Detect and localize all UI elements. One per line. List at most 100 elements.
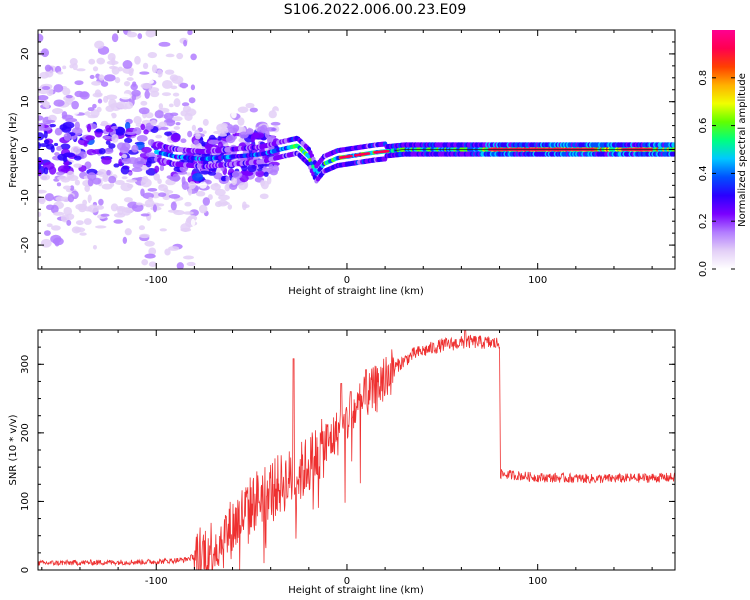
heatmap-cell — [86, 123, 92, 133]
heatmap-cell — [121, 153, 128, 159]
heatmap-cell — [49, 123, 57, 128]
heatmap-cell — [41, 48, 50, 58]
spectrogram-ytick-label: 20 — [20, 48, 31, 61]
heatmap-cell — [172, 92, 180, 97]
heatmap-cell — [169, 112, 179, 117]
colorbar-ticks: 0.0 0.2 0.4 0.6 0.8 — [698, 70, 735, 277]
heatmap-cell — [134, 55, 141, 65]
heatmap-cell — [163, 187, 169, 193]
spectrogram-xtick-label: 100 — [528, 275, 547, 286]
colorbar-tick-label: 0.2 — [698, 213, 709, 229]
heatmap-cell — [264, 129, 270, 139]
heatmap-cell — [72, 109, 80, 115]
heatmap-cell — [98, 148, 106, 155]
heatmap-cell — [82, 104, 88, 113]
heatmap-cell — [53, 142, 59, 147]
heatmap-cell — [44, 64, 52, 72]
colorbar-tick-label: 0.4 — [698, 165, 709, 181]
heatmap-cell — [160, 126, 169, 131]
heatmap-cell — [126, 77, 134, 81]
heatmap-cell — [121, 158, 132, 165]
heatmap-cell — [237, 117, 245, 126]
heatmap-cell — [134, 157, 146, 166]
heatmap-ridge-line — [394, 149, 674, 151]
heatmap-cell — [186, 172, 192, 176]
heatmap-cell — [217, 136, 223, 141]
heatmap-cell — [75, 203, 88, 211]
heatmap-cell — [67, 194, 75, 203]
heatmap-cell — [53, 84, 64, 93]
heatmap-cell — [113, 219, 124, 224]
heatmap-cell — [125, 131, 136, 136]
heatmap-cell — [120, 165, 130, 175]
heatmap-cell — [84, 111, 91, 116]
heatmap-cell — [238, 182, 248, 191]
heatmap-cell — [185, 108, 197, 117]
heatmap-cell — [141, 259, 149, 266]
spectrogram-y-label: Frequency (Hz) — [8, 112, 19, 188]
spectrogram-xtick-label: 0 — [344, 275, 350, 286]
heatmap-cell — [124, 121, 131, 130]
heatmap-cell — [247, 164, 257, 173]
heatmap-cell — [145, 152, 156, 157]
heatmap-cell — [138, 107, 150, 115]
heatmap-cell — [144, 240, 155, 247]
heatmap-cell — [105, 127, 114, 133]
heatmap-cell — [127, 171, 133, 176]
heatmap-cell — [85, 135, 96, 141]
heatmap-cell — [158, 184, 165, 188]
heatmap-cell — [52, 237, 64, 246]
heatmap-cell — [131, 203, 144, 212]
heatmap-cell — [260, 180, 269, 190]
snr-panel: -100 0 100 0 100 200 300 Height of straight li… — [8, 329, 676, 596]
heatmap-cell — [143, 129, 149, 135]
heatmap-cell — [133, 116, 142, 125]
heatmap-cell — [180, 138, 187, 144]
heatmap-cell — [151, 64, 158, 74]
heatmap-cell — [140, 188, 145, 197]
heatmap-cell — [119, 93, 131, 100]
heatmap-cell — [224, 176, 231, 182]
snr-xtick-label: 0 — [344, 576, 350, 587]
heatmap-cell — [54, 152, 60, 156]
heatmap-cell — [43, 167, 49, 175]
heatmap-cell — [145, 30, 157, 38]
heatmap-cell — [191, 124, 197, 131]
heatmap-cell — [91, 80, 102, 86]
heatmap-cell — [226, 124, 233, 129]
heatmap-cell — [130, 83, 138, 91]
heatmap-cell — [187, 187, 193, 196]
heatmap-cell — [89, 74, 95, 80]
heatmap-cell — [109, 65, 117, 70]
heatmap-cell — [50, 225, 61, 231]
heatmap-cell — [190, 84, 196, 91]
heatmap-cell — [170, 133, 181, 143]
heatmap-cell — [71, 100, 79, 110]
heatmap-cell — [220, 127, 229, 134]
spectrogram-ytick-label: 10 — [20, 95, 31, 108]
heatmap-cell — [176, 262, 184, 269]
heatmap-cell — [193, 139, 200, 145]
heatmap-cell — [94, 40, 105, 49]
heatmap-cell — [43, 130, 48, 139]
heatmap-cell — [57, 71, 64, 75]
heatmap-cell — [115, 101, 127, 110]
heatmap-cell — [153, 173, 160, 181]
heatmap-cell — [39, 173, 51, 181]
heatmap-cell — [79, 91, 90, 100]
snr-ytick-label: 300 — [20, 355, 31, 374]
heatmap-cell — [139, 71, 150, 75]
snr-frame — [37, 329, 676, 571]
heatmap-cell — [119, 146, 130, 154]
heatmap-cell — [225, 135, 236, 144]
snr-y-label: SNR (10 * v/v) — [8, 414, 19, 485]
heatmap-cell — [100, 120, 108, 127]
heatmap-cell — [171, 75, 184, 84]
heatmap-cell — [39, 122, 45, 131]
heatmap-cell — [198, 204, 208, 214]
heatmap-cell — [181, 176, 186, 185]
heatmap-cell — [384, 149, 390, 153]
heatmap-cell — [122, 60, 133, 69]
colorbar-label: Normalized spectral amplitude — [737, 73, 748, 227]
